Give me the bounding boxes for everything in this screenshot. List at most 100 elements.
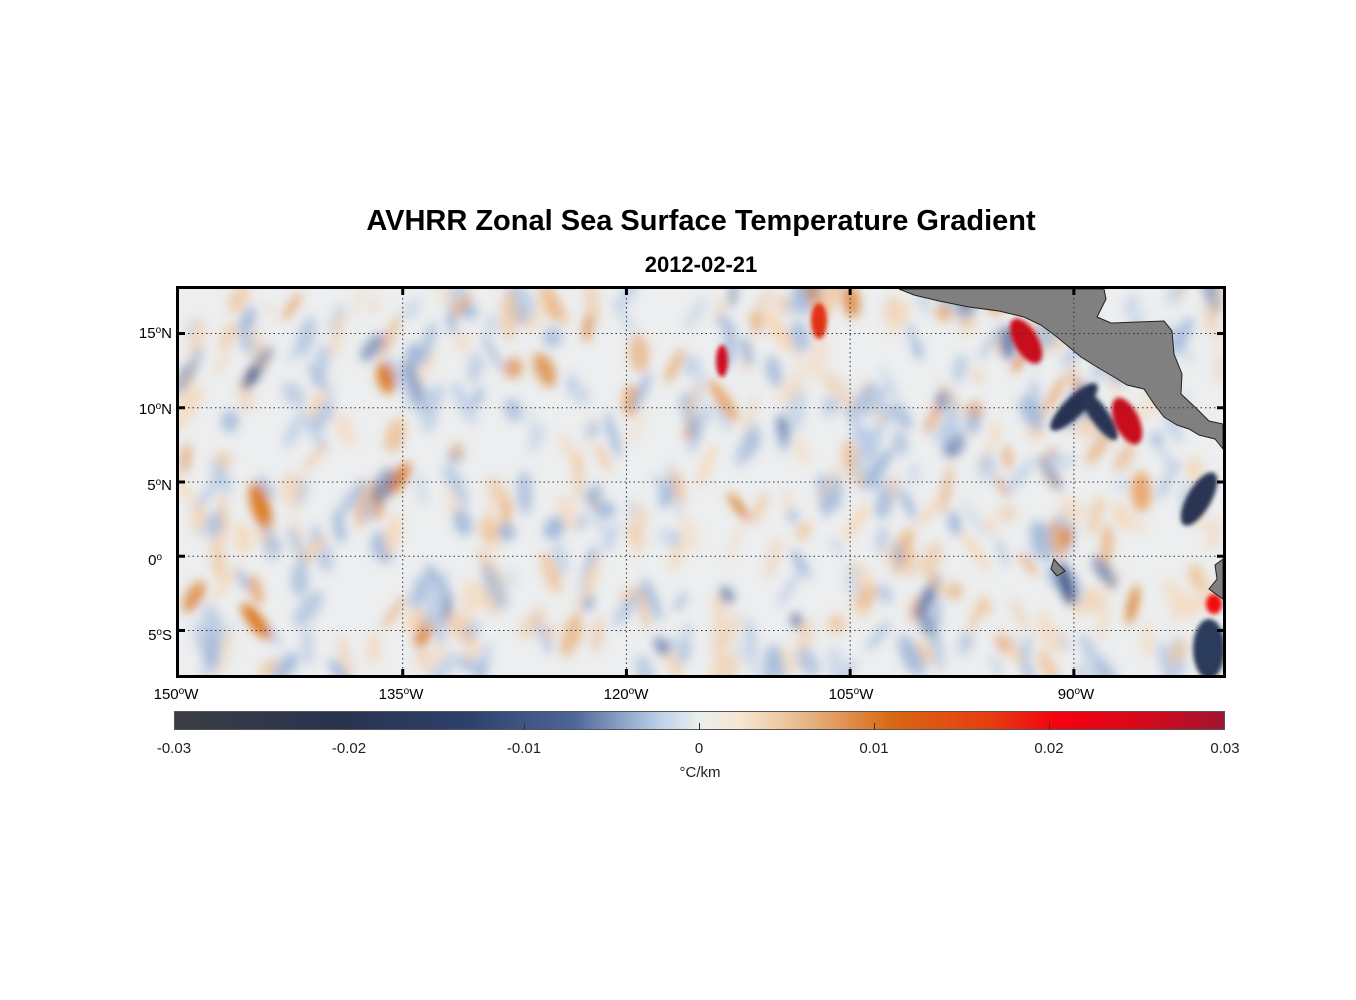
lat-label-15n: 15oN xyxy=(138,325,172,342)
gradient-patch xyxy=(765,536,782,580)
gradient-patch xyxy=(302,440,328,473)
gradient-patch xyxy=(684,355,697,377)
gradient-patch xyxy=(462,579,486,611)
colorbar-label: -0.03 xyxy=(156,740,192,757)
gradient-patch xyxy=(1036,650,1061,675)
gradient-patch xyxy=(366,633,381,665)
gradient-patch xyxy=(815,464,843,506)
gradient-patch xyxy=(805,332,829,380)
gradient-patch xyxy=(794,346,802,373)
gradient-patch xyxy=(960,529,990,572)
gradient-patch xyxy=(654,474,665,491)
gradient-patch xyxy=(793,435,809,465)
gradient-patch xyxy=(285,525,309,566)
gradient-patch xyxy=(425,562,452,602)
gradient-patch xyxy=(830,538,844,556)
gradient-patch xyxy=(822,396,838,417)
gradient-patch xyxy=(423,588,446,627)
gradient-patch xyxy=(1053,629,1065,654)
gradient-patch xyxy=(1123,295,1139,316)
gradient-patch xyxy=(907,462,921,486)
gradient-patch xyxy=(417,384,446,416)
gradient-patch xyxy=(860,448,894,491)
gradient-patch xyxy=(762,644,783,675)
gradient-patch xyxy=(235,568,250,591)
gradient-patch xyxy=(929,595,943,632)
gradient-patch xyxy=(630,504,649,530)
gradient-patch xyxy=(179,361,196,395)
gradient-patch xyxy=(595,443,612,473)
gradient-patch xyxy=(591,617,604,653)
gradient-patch xyxy=(278,481,302,513)
gradient-patch xyxy=(331,311,344,360)
gradient-patch xyxy=(796,620,815,653)
land-mass xyxy=(898,289,1223,600)
gradient-patch xyxy=(234,522,251,555)
colorbar-unit: °C/km xyxy=(679,764,721,781)
gradient-patch xyxy=(379,314,401,359)
gradient-patch xyxy=(414,647,435,674)
gradient-patch xyxy=(219,492,228,544)
gradient-patch xyxy=(777,572,800,607)
chart-subtitle: 2012-02-21 xyxy=(644,252,758,277)
gradient-patch xyxy=(993,473,1010,498)
gradient-patch xyxy=(978,323,1004,361)
gradient-patch xyxy=(945,582,963,601)
gradient-patch xyxy=(684,296,707,330)
map-panel[interactable] xyxy=(176,286,1226,678)
gradient-patch xyxy=(293,590,324,627)
chart-title: AVHRR Zonal Sea Surface Temperature Grad… xyxy=(366,205,1036,237)
gradient-patch xyxy=(791,549,810,579)
gradient-patch xyxy=(214,345,232,375)
gradient-patch xyxy=(218,322,239,349)
lat-label-5n: 5oN xyxy=(147,477,172,494)
gradient-patch xyxy=(1097,601,1109,640)
gradient-patch xyxy=(299,408,329,454)
gradient-patch xyxy=(182,580,206,613)
gradient-patch xyxy=(451,292,471,319)
gradient-patch xyxy=(1034,521,1051,542)
gradient-patch xyxy=(695,359,705,411)
gradient-patch xyxy=(467,351,486,375)
gradient-patch xyxy=(972,366,983,386)
gradient-patch xyxy=(210,562,242,604)
gradient-patch xyxy=(1139,622,1155,660)
gradient-patch xyxy=(687,382,699,422)
gradient-patch xyxy=(518,607,546,639)
gradient-patch xyxy=(307,536,328,563)
gradient-patch xyxy=(671,470,686,504)
gradient-patch xyxy=(699,405,714,425)
gradient-patch xyxy=(1206,289,1223,335)
gradient-patch xyxy=(430,642,449,662)
gradient-patch xyxy=(402,607,425,632)
gradient-patch xyxy=(750,492,769,524)
gradient-patch xyxy=(605,411,621,459)
gradient-patch xyxy=(929,631,946,672)
gradient-patch xyxy=(500,289,518,341)
gradient-patch xyxy=(574,448,583,501)
gradient-patch xyxy=(916,605,934,638)
gradient-patch xyxy=(866,621,891,651)
gradient-patch xyxy=(249,482,272,530)
gradient-patch xyxy=(827,614,847,634)
gradient-patch xyxy=(887,300,911,333)
gradient-patch xyxy=(654,636,670,658)
gradient-patch xyxy=(497,522,516,542)
gradient-patch xyxy=(1171,591,1187,625)
gradient-patch xyxy=(642,577,662,622)
gradient-patch xyxy=(984,515,996,535)
gradient-patch xyxy=(765,355,783,387)
gradient-patch xyxy=(876,397,894,426)
lon-label-150w: 150oW xyxy=(153,686,199,703)
gradient-patch xyxy=(282,381,306,407)
gradient-patch xyxy=(333,412,356,447)
gradient-patch xyxy=(583,312,592,342)
gradient-patch xyxy=(1116,478,1128,493)
gradient-patch xyxy=(947,510,962,536)
gradient-patch xyxy=(796,527,810,543)
gradient-patch xyxy=(611,298,639,340)
gradient-patch xyxy=(1202,583,1212,599)
colorbar-label: 0.02 xyxy=(1034,740,1064,757)
gradient-patch xyxy=(727,492,750,522)
gradient-patch xyxy=(696,443,717,489)
